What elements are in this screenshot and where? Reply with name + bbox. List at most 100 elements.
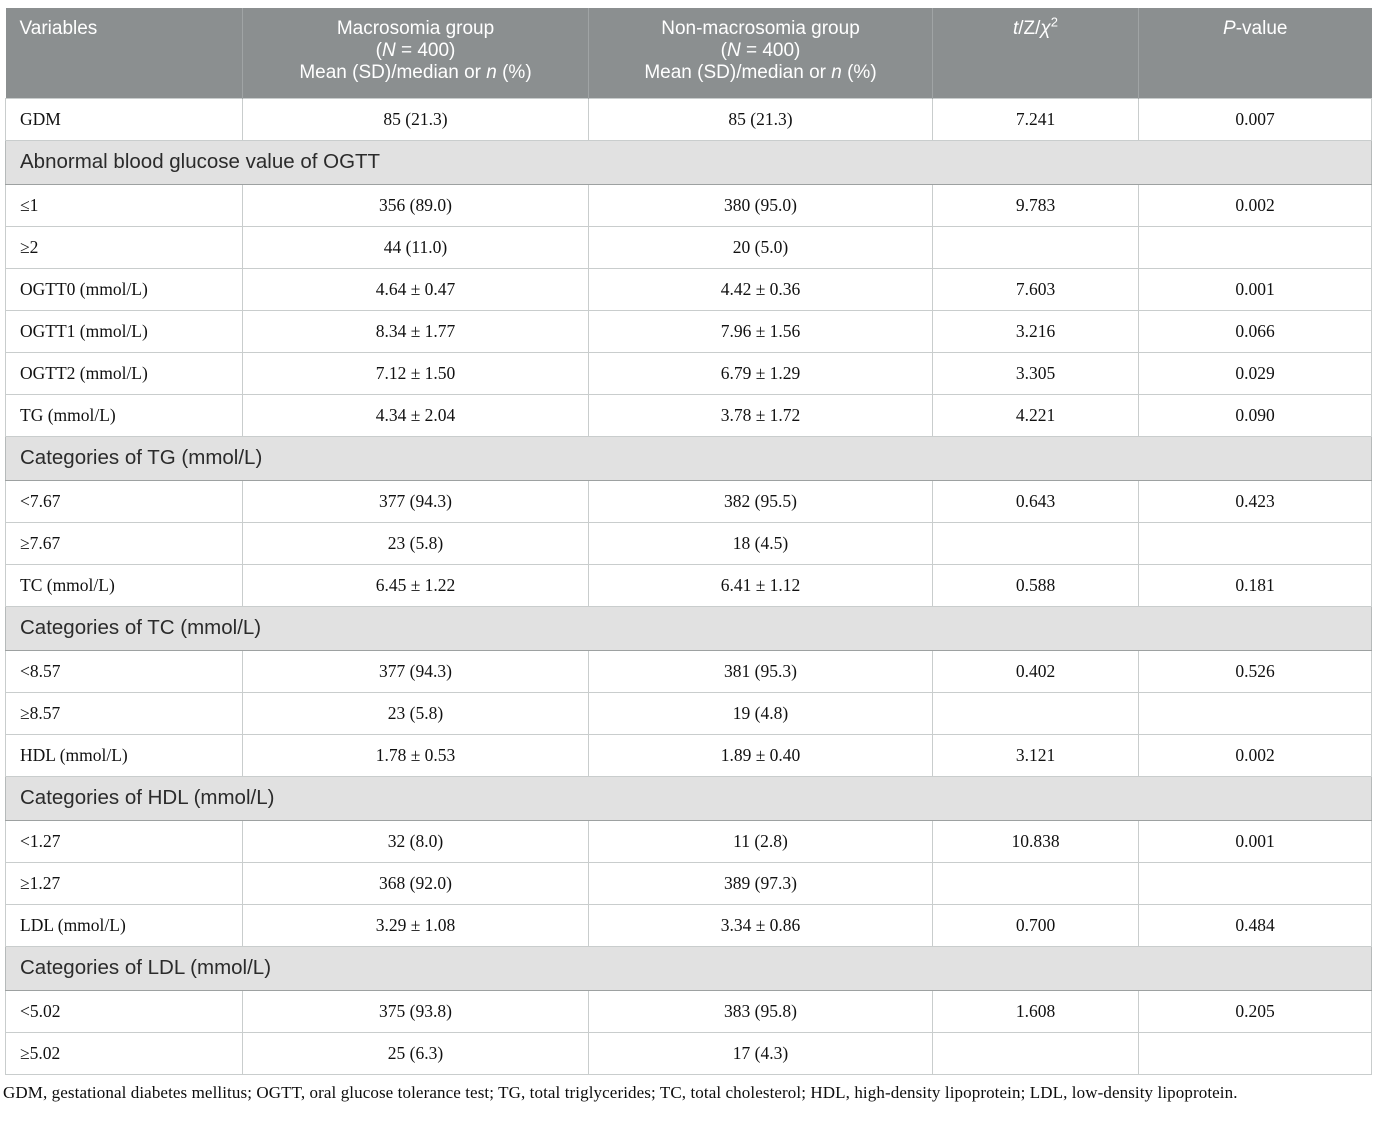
non-macrosomia-group-label: Non-macrosomia group	[661, 18, 860, 39]
table-row: ≥7.67 23 (5.8) 18 (4.5)	[5, 521, 1372, 565]
section-row: Categories of TC (mmol/L)	[5, 605, 1372, 651]
value-cell: 7.12 ± 1.50	[242, 351, 589, 395]
value-cell	[1138, 1031, 1372, 1075]
table-row: GDM 85 (21.3) 85 (21.3) 7.241 0.007	[5, 97, 1372, 141]
value-cell: 0.588	[932, 563, 1139, 607]
comparison-table: Variables Macrosomia group (N = 400) Mea…	[5, 8, 1372, 1075]
value-cell	[1138, 861, 1372, 905]
macrosomia-group-label: Macrosomia group	[336, 18, 495, 39]
table-row: <5.02 375 (93.8) 383 (95.8) 1.608 0.205	[5, 989, 1372, 1033]
non-macrosomia-measure-label: Mean (SD)/median or n (%)	[644, 62, 877, 83]
column-header-variables: Variables	[5, 8, 243, 98]
value-cell: 23 (5.8)	[242, 691, 589, 735]
table-row: TG (mmol/L) 4.34 ± 2.04 3.78 ± 1.72 4.221 0.…	[5, 393, 1372, 437]
value-cell: 4.64 ± 0.47	[242, 267, 589, 311]
variable-cell: GDM	[5, 97, 243, 141]
macrosomia-measure-label: Mean (SD)/median or n (%)	[299, 62, 532, 83]
value-cell: 25 (6.3)	[242, 1031, 589, 1075]
value-cell: 23 (5.8)	[242, 521, 589, 565]
value-cell: 382 (95.5)	[588, 479, 933, 523]
value-cell: 7.603	[932, 267, 1139, 311]
table-row: LDL (mmol/L) 3.29 ± 1.08 3.34 ± 0.86 0.700 0…	[5, 903, 1372, 947]
table-row: ≥2 44 (11.0) 20 (5.0)	[5, 225, 1372, 269]
variable-cell: TG (mmol/L)	[5, 393, 243, 437]
table-row: ≥8.57 23 (5.8) 19 (4.8)	[5, 691, 1372, 735]
table-row: OGTT1 (mmol/L) 8.34 ± 1.77 7.96 ± 1.56 3.21…	[5, 309, 1372, 353]
variable-cell: ≥2	[5, 225, 243, 269]
table-row: <7.67 377 (94.3) 382 (95.5) 0.643 0.423	[5, 479, 1372, 523]
value-cell: 1.608	[932, 989, 1139, 1033]
value-cell: 3.121	[932, 733, 1139, 777]
variable-cell: LDL (mmol/L)	[5, 903, 243, 947]
value-cell: 85 (21.3)	[588, 97, 933, 141]
value-cell	[932, 691, 1139, 735]
value-cell	[1138, 521, 1372, 565]
value-cell: 377 (94.3)	[242, 649, 589, 693]
value-cell	[1138, 691, 1372, 735]
value-cell: 380 (95.0)	[588, 183, 933, 227]
value-cell: 389 (97.3)	[588, 861, 933, 905]
value-cell: 0.205	[1138, 989, 1372, 1033]
table-row: ≤1 356 (89.0) 380 (95.0) 9.783 0.002	[5, 183, 1372, 227]
value-cell	[932, 225, 1139, 269]
table-row: HDL (mmol/L) 1.78 ± 0.53 1.89 ± 0.40 3.121 0…	[5, 733, 1372, 777]
value-cell: 0.002	[1138, 183, 1372, 227]
value-cell: 3.34 ± 0.86	[588, 903, 933, 947]
table-row: ≥5.02 25 (6.3) 17 (4.3)	[5, 1031, 1372, 1075]
value-cell: 0.007	[1138, 97, 1372, 141]
variable-cell: OGTT2 (mmol/L)	[5, 351, 243, 395]
table-header: Variables Macrosomia group (N = 400) Mea…	[5, 8, 1372, 98]
table-row: TC (mmol/L) 6.45 ± 1.22 6.41 ± 1.12 0.588 0.…	[5, 563, 1372, 607]
variable-cell: OGTT1 (mmol/L)	[5, 309, 243, 353]
value-cell: 0.484	[1138, 903, 1372, 947]
column-header-non-macrosomia: Non-macrosomia group (N = 400) Mean (SD)…	[588, 8, 933, 98]
value-cell: 1.78 ± 0.53	[242, 733, 589, 777]
value-cell: 377 (94.3)	[242, 479, 589, 523]
section-row: Categories of HDL (mmol/L)	[5, 775, 1372, 821]
value-cell: 6.79 ± 1.29	[588, 351, 933, 395]
variable-cell: ≥5.02	[5, 1031, 243, 1075]
variable-cell: <8.57	[5, 649, 243, 693]
variable-cell: HDL (mmol/L)	[5, 733, 243, 777]
variable-cell: ≥7.67	[5, 521, 243, 565]
value-cell: 4.221	[932, 393, 1139, 437]
value-cell: 11 (2.8)	[588, 819, 933, 863]
value-cell	[932, 1031, 1139, 1075]
section-row: Categories of TG (mmol/L)	[5, 435, 1372, 481]
column-header-p-value: P-value	[1138, 8, 1372, 98]
value-cell	[932, 521, 1139, 565]
variable-cell: TC (mmol/L)	[5, 563, 243, 607]
value-cell: 375 (93.8)	[242, 989, 589, 1033]
statistic-label: t/Z/χ2	[1012, 14, 1059, 39]
table-footnote: GDM, gestational diabetes mellitus; OGTT…	[3, 1082, 1238, 1102]
value-cell: 0.423	[1138, 479, 1372, 523]
table-body: GDM 85 (21.3) 85 (21.3) 7.241 0.007 Abnormal …	[5, 97, 1372, 1075]
table-row: <8.57 377 (94.3) 381 (95.3) 0.402 0.526	[5, 649, 1372, 693]
value-cell: 368 (92.0)	[242, 861, 589, 905]
macrosomia-n-label: (N = 400)	[375, 40, 456, 61]
variable-cell: OGTT0 (mmol/L)	[5, 267, 243, 311]
value-cell: 10.838	[932, 819, 1139, 863]
variable-cell: ≤1	[5, 183, 243, 227]
value-cell: 0.001	[1138, 267, 1372, 311]
value-cell: 7.96 ± 1.56	[588, 309, 933, 353]
non-macrosomia-n-label: (N = 400)	[720, 40, 801, 61]
value-cell: 6.41 ± 1.12	[588, 563, 933, 607]
value-cell: 0.001	[1138, 819, 1372, 863]
value-cell: 4.42 ± 0.36	[588, 267, 933, 311]
value-cell: 32 (8.0)	[242, 819, 589, 863]
value-cell: 8.34 ± 1.77	[242, 309, 589, 353]
value-cell: 1.89 ± 0.40	[588, 733, 933, 777]
value-cell: 19 (4.8)	[588, 691, 933, 735]
value-cell: 85 (21.3)	[242, 97, 589, 141]
value-cell	[932, 861, 1139, 905]
value-cell: 0.029	[1138, 351, 1372, 395]
section-label: Categories of LDL (mmol/L)	[5, 945, 1372, 991]
value-cell: 17 (4.3)	[588, 1031, 933, 1075]
value-cell: 9.783	[932, 183, 1139, 227]
section-label: Categories of HDL (mmol/L)	[5, 775, 1372, 821]
column-header-macrosomia: Macrosomia group (N = 400) Mean (SD)/med…	[242, 8, 589, 98]
variable-cell: ≥1.27	[5, 861, 243, 905]
section-row: Categories of LDL (mmol/L)	[5, 945, 1372, 991]
